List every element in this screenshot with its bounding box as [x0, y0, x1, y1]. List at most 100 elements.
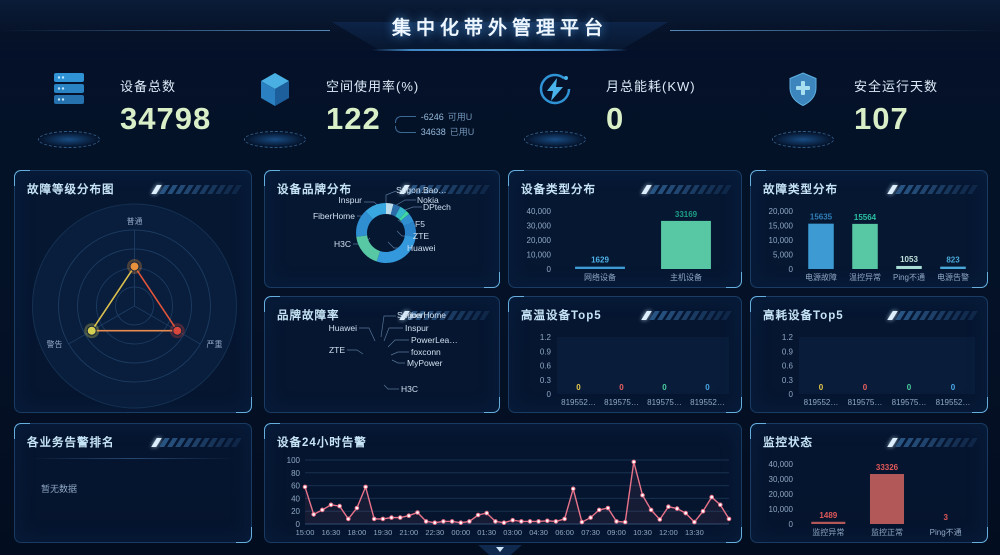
svg-text:20,000: 20,000 — [527, 236, 552, 245]
high-power-bar-chart: 0 0.3 0.6 0.9 1.2 0 819552… 0 819575… 0 819575… 0 81… — [782, 333, 975, 407]
svg-text:0: 0 — [662, 383, 667, 392]
svg-text:0: 0 — [547, 265, 552, 274]
svg-text:0: 0 — [789, 520, 794, 529]
kpi-value: 107 — [854, 101, 909, 136]
chart-label: Nokia — [417, 195, 439, 205]
chart-label: Inspur — [338, 195, 362, 205]
svg-text:100: 100 — [287, 456, 301, 465]
svg-text:0: 0 — [863, 383, 868, 392]
panel-title: 故障类型分布 — [763, 184, 838, 196]
panel-title: 设备24小时告警 — [277, 437, 367, 449]
lightning-icon — [516, 62, 594, 156]
divider — [29, 458, 235, 459]
svg-text:Ping不通: Ping不通 — [930, 527, 962, 537]
shield-icon — [764, 62, 842, 156]
svg-text:819575…: 819575… — [892, 398, 927, 407]
chart-label: PowerLea… — [411, 335, 458, 345]
svg-text:04:30: 04:30 — [529, 528, 548, 537]
svg-text:0.9: 0.9 — [782, 347, 794, 356]
server-icon — [30, 62, 108, 156]
page-title: 集中化带外管理平台 — [391, 18, 608, 39]
svg-text:13:30: 13:30 — [685, 528, 704, 537]
svg-text:30,000: 30,000 — [527, 222, 552, 231]
chart-label: FiberHome — [404, 310, 447, 320]
panel-fault-level: 故障等级分布图 普通 严重 警告 — [14, 170, 252, 413]
panel-title: 设备类型分布 — [521, 184, 596, 196]
svg-text:40,000: 40,000 — [769, 460, 794, 469]
kpi-extra-info: -6246 可用U 34638 已用U — [394, 109, 474, 139]
panel-title: 故障等级分布图 — [27, 184, 115, 196]
svg-text:20,000: 20,000 — [769, 490, 794, 499]
svg-text:15564: 15564 — [854, 213, 877, 222]
svg-text:18:00: 18:00 — [348, 528, 367, 537]
svg-text:0: 0 — [705, 383, 710, 392]
svg-text:819575…: 819575… — [848, 398, 883, 407]
no-data-text: 暂无数据 — [41, 484, 78, 494]
svg-text:0: 0 — [789, 390, 794, 399]
svg-text:1.2: 1.2 — [782, 333, 794, 342]
panel-header: 高耗设备Top5 — [751, 297, 987, 325]
svg-text:0.3: 0.3 — [782, 376, 794, 385]
header-trapezoid-glow — [372, 49, 628, 51]
svg-text:严重: 严重 — [207, 339, 223, 349]
chart-label: DPtech — [423, 202, 451, 212]
hazard-stripes-icon — [151, 437, 242, 447]
kpi-safe-days: 安全运行天数 107 — [764, 62, 938, 158]
kpi-energy: 月总能耗(KW) 0 — [516, 62, 696, 158]
header-bar: 集中化带外管理平台 — [0, 0, 1000, 58]
svg-text:监控异常: 监控异常 — [812, 527, 844, 537]
svg-text:0: 0 — [619, 383, 624, 392]
kpi-value: 0 — [606, 101, 625, 136]
chevron-down-icon[interactable] — [496, 547, 504, 552]
svg-text:01:30: 01:30 — [477, 528, 496, 537]
svg-text:819552…: 819552… — [690, 398, 725, 407]
svg-text:1629: 1629 — [591, 256, 609, 265]
chart-label: Inspur — [405, 323, 429, 333]
header-line-right — [670, 30, 1000, 31]
svg-text:819552…: 819552… — [804, 398, 839, 407]
svg-text:07:30: 07:30 — [581, 528, 600, 537]
brand-donut-chart — [353, 190, 422, 263]
svg-text:819575…: 819575… — [647, 398, 682, 407]
panel-header: 设备24小时告警 — [265, 424, 741, 452]
fault-type-bar-chart: 0 5,000 10,000 15,000 20,000 15635 电源故障 15564 温控… — [769, 207, 969, 282]
svg-text:0.3: 0.3 — [540, 376, 552, 385]
extra-value: 34638 — [420, 126, 446, 137]
panel-brand-fault: 品牌故障率 Huawei ZTE Sugon FiberHome Inspur … — [264, 296, 500, 413]
chart-label: Sugon — [397, 310, 422, 320]
svg-text:0: 0 — [547, 390, 552, 399]
svg-text:电源告警: 电源告警 — [937, 272, 969, 282]
icon-platform — [244, 131, 306, 148]
icon-platform — [772, 131, 834, 148]
panel-fault-type: 故障类型分布 0 5,000 10,000 15,000 20,000 15635 电源故障… — [750, 170, 988, 288]
svg-text:16:30: 16:30 — [322, 528, 341, 537]
header-line-left — [0, 30, 330, 31]
panel-high-temp: 高温设备Top5 0 0.3 0.6 0.9 1.2 0 819552… 0 819575… 0 8… — [508, 296, 742, 413]
svg-text:06:00: 06:00 — [555, 528, 574, 537]
kpi-space-usage: 空间使用率(%) 122 -6246 可用U 34638 已用U — [236, 62, 474, 158]
svg-text:Ping不通: Ping不通 — [893, 272, 925, 282]
svg-text:0.9: 0.9 — [540, 347, 552, 356]
hazard-stripes-icon — [887, 310, 978, 320]
svg-text:15:00: 15:00 — [296, 528, 315, 537]
chart-label: F5 — [415, 219, 425, 229]
kpi-value: 122 — [326, 101, 381, 136]
panel-title: 高温设备Top5 — [521, 310, 602, 322]
chart-label: foxconn — [411, 347, 441, 357]
panel-header: 高温设备Top5 — [509, 297, 741, 325]
svg-text:1489: 1489 — [819, 511, 837, 520]
svg-text:1053: 1053 — [900, 255, 918, 264]
svg-text:33326: 33326 — [876, 463, 899, 472]
chart-label: ZTE — [413, 231, 430, 241]
panel-biz-rank: 各业务告警排名 暂无数据 — [14, 423, 252, 543]
hazard-stripes-icon — [641, 310, 732, 320]
panel-alarm-24h: 设备24小时告警 0 20 40 60 80 100 15:00 16:30 18:00 19:3… — [264, 423, 742, 543]
hazard-stripes-icon — [887, 184, 978, 194]
brand-fault-pie-chart — [347, 315, 409, 390]
extra-value: -6246 — [420, 111, 444, 122]
svg-text:警告: 警告 — [47, 339, 63, 349]
high-temp-bar-chart: 0 0.3 0.6 0.9 1.2 0 819552… 0 819575… 0 819575… 0 81… — [540, 333, 729, 407]
svg-text:40,000: 40,000 — [527, 207, 552, 216]
svg-text:0.6: 0.6 — [540, 362, 552, 371]
